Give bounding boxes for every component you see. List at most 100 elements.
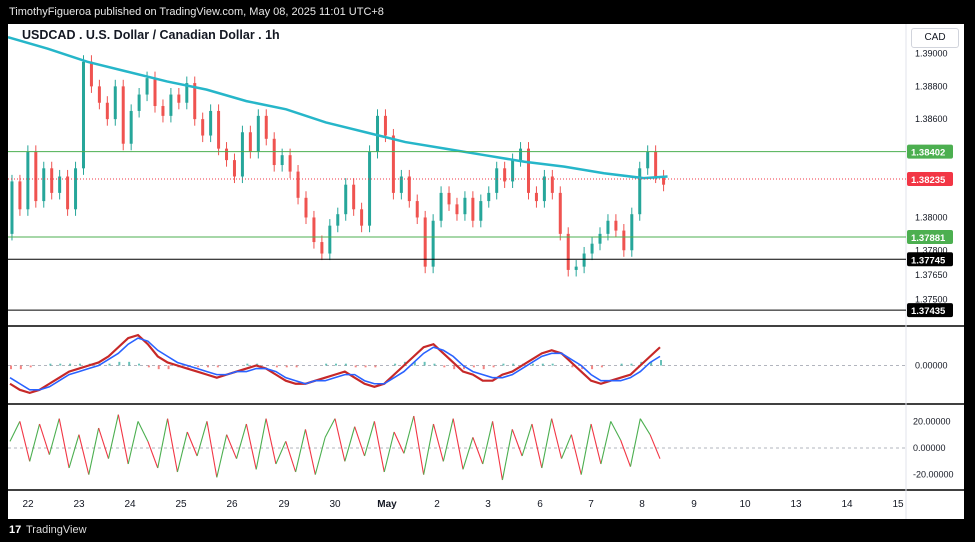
osc2-segment <box>442 418 454 462</box>
osc1-histogram-bar <box>492 365 495 368</box>
candle-body <box>256 115 260 152</box>
x-axis-tick-label: 7 <box>588 499 594 510</box>
x-axis-tick-label: 23 <box>73 499 85 510</box>
tv-logo-icon: 17 <box>9 524 22 536</box>
candle-body <box>105 102 109 120</box>
candle-body <box>376 115 380 152</box>
osc1-histogram-bar <box>147 365 150 368</box>
chart-title: USDCAD . U.S. Dollar / Canadian Dollar .… <box>22 28 280 42</box>
osc1-histogram-bar <box>216 365 219 368</box>
osc1-histogram-bar <box>157 365 160 370</box>
candle-body <box>360 209 364 226</box>
osc2-segment <box>620 439 631 467</box>
osc2-tick-label: 20.00000 <box>913 416 951 426</box>
osc1-histogram-bar <box>206 365 209 368</box>
price-tick-label: 1.38800 <box>915 81 948 91</box>
candle-body <box>534 192 538 202</box>
osc1-histogram-bar <box>453 365 456 370</box>
candle-body <box>606 220 610 234</box>
osc1-histogram-bar <box>108 363 111 366</box>
candle-body <box>519 148 523 161</box>
osc2-segment <box>590 423 602 465</box>
candle-body <box>18 181 22 210</box>
osc2-segment <box>432 423 444 462</box>
osc2-segment <box>216 434 228 478</box>
candle-body <box>280 155 284 166</box>
x-axis-tick-label: 26 <box>226 499 238 510</box>
osc2-segment <box>167 418 178 473</box>
osc1-histogram-bar <box>512 363 515 366</box>
osc1-histogram-bar <box>630 363 633 366</box>
x-axis-tick-label: 22 <box>22 499 34 510</box>
osc1-histogram-bar <box>10 365 12 370</box>
osc2-tick-label: 0.00000 <box>913 443 946 453</box>
osc2-segment <box>107 414 119 459</box>
osc2-segment <box>29 423 41 462</box>
candle-body <box>383 115 387 136</box>
currency-selector[interactable]: CAD <box>911 28 959 48</box>
candle-body <box>296 171 300 198</box>
chart-frame[interactable]: USDCAD . U.S. Dollar / Canadian Dollar .… <box>8 24 964 519</box>
osc1-histogram-bar <box>423 361 426 366</box>
osc2-segment <box>295 429 306 473</box>
osc1-histogram-bar <box>128 361 131 366</box>
osc2-segment <box>629 418 641 467</box>
osc2-segment <box>78 434 90 475</box>
candle-body <box>288 155 292 172</box>
osc2-segment <box>304 429 316 475</box>
osc2-tick-label: -20.00000 <box>913 470 954 480</box>
chart-canvas[interactable]: 1.39000 1.38800 1.38600 1.38000 1.37800 1.376… <box>8 24 964 519</box>
osc1-histogram-bar <box>49 363 52 366</box>
osc2-segment <box>19 421 31 462</box>
osc1-histogram-bar <box>325 363 328 366</box>
candle-body <box>145 78 149 95</box>
osc1-histogram-bar <box>354 365 357 368</box>
x-axis-tick-label: 14 <box>841 499 853 510</box>
osc1-histogram-bar <box>78 363 81 366</box>
osc2-segment <box>58 418 70 469</box>
osc2-segment <box>492 421 503 481</box>
osc2-segment <box>48 418 60 455</box>
candle-body <box>312 217 316 243</box>
osc1-blue-line <box>9 337 661 391</box>
osc2-segment <box>245 423 257 470</box>
candle-body <box>248 132 252 152</box>
candle-body <box>50 168 54 193</box>
candle-body <box>455 204 459 215</box>
candle-body <box>582 253 586 267</box>
osc1-histogram-bar <box>69 363 72 366</box>
osc2-segment <box>393 431 405 454</box>
candle-body <box>399 176 403 193</box>
osc1-histogram-bar <box>482 365 485 370</box>
price-tick-label: 1.37800 <box>915 245 948 255</box>
price-level-badge <box>907 229 953 244</box>
candle-body <box>463 197 467 215</box>
candle-body <box>336 214 340 226</box>
candle-body <box>447 192 451 205</box>
price-level-label: 1.38402 <box>911 148 945 159</box>
candle-body <box>598 233 602 244</box>
x-axis-tick-label: 13 <box>790 499 802 510</box>
osc1-histogram-bar <box>167 365 170 370</box>
candle-body <box>550 176 554 193</box>
osc1-tick-label: 0.00000 <box>915 361 948 371</box>
osc2-segment <box>462 437 474 470</box>
candle-body <box>614 220 618 231</box>
osc2-segment <box>561 434 572 459</box>
osc2-segment <box>157 418 169 469</box>
candle-body <box>185 83 189 103</box>
x-axis-tick-label: 25 <box>175 499 187 510</box>
osc1-histogram-bar <box>660 360 662 366</box>
candle-body <box>217 110 221 149</box>
candle-body <box>161 106 165 116</box>
candle-body <box>58 176 62 193</box>
candle-body <box>34 151 38 202</box>
osc2-segment <box>354 426 366 457</box>
osc1-histogram-bar <box>463 365 466 370</box>
osc2-segment <box>176 431 188 473</box>
candle-body <box>542 176 546 202</box>
candle-body <box>638 168 642 215</box>
osc2-segment <box>501 429 513 481</box>
osc1-histogram-bar <box>335 363 337 366</box>
candle-body <box>511 160 515 182</box>
